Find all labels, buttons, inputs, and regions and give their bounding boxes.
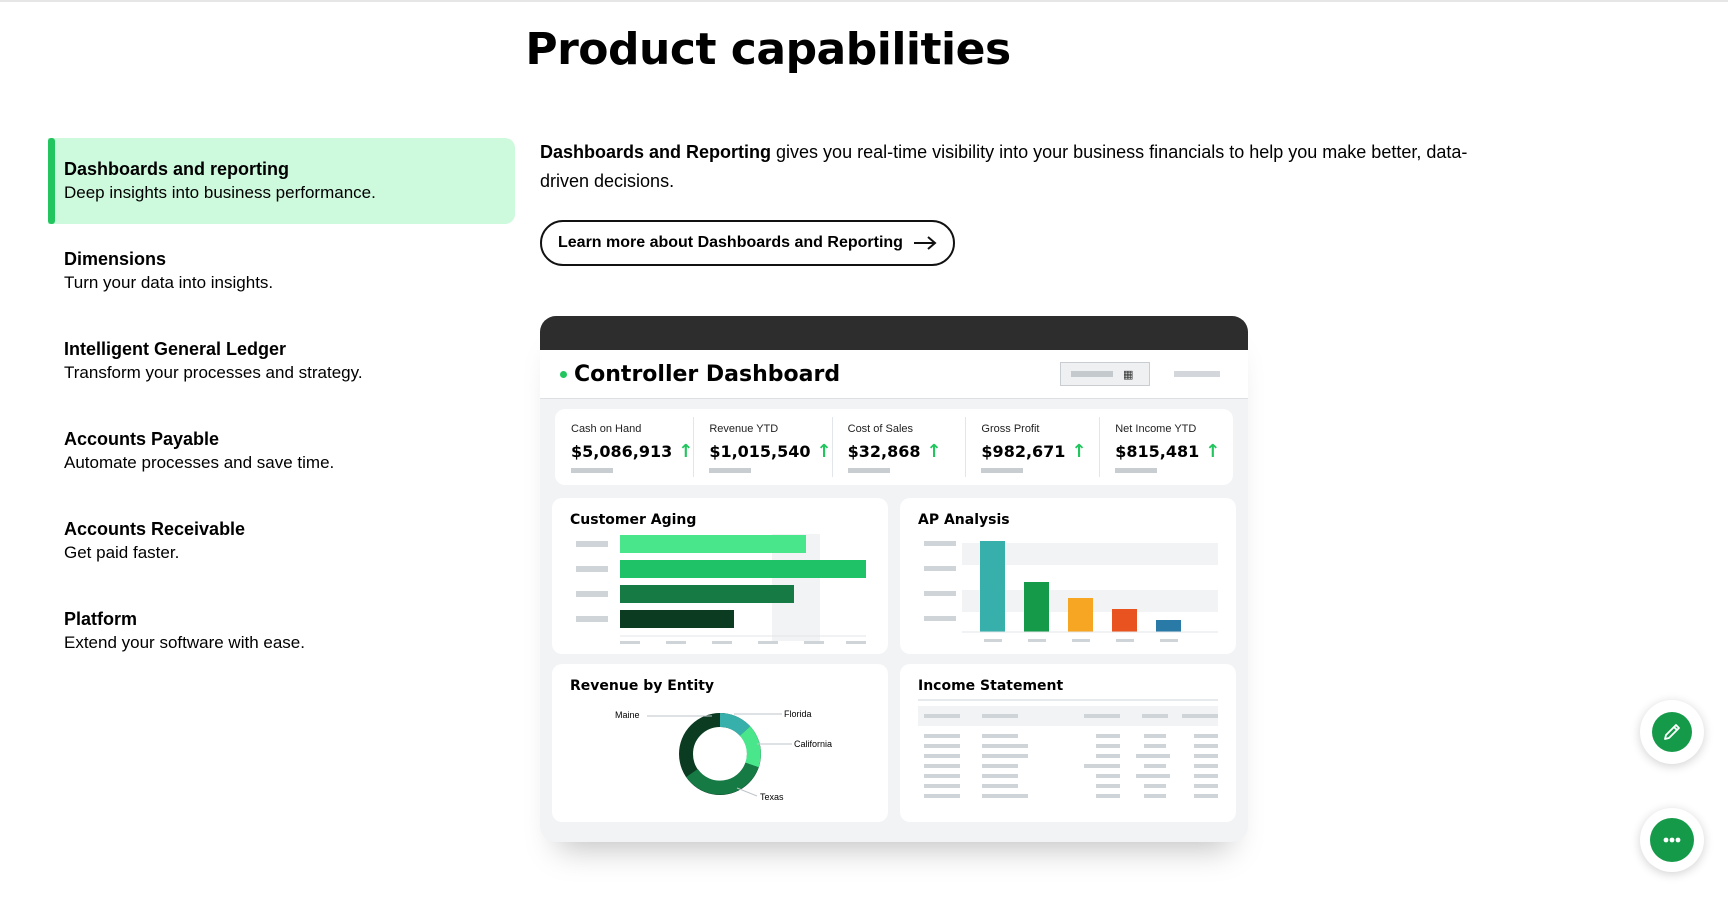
capability-desc: Extend your software with ease. [64, 633, 305, 652]
chat-fab-button[interactable] [1640, 808, 1704, 872]
kpi-row: Cash on Hand $5,086,913 ↑ Revenue YTD $1,… [555, 409, 1233, 485]
kpi-value: $32,868 [847, 442, 921, 461]
kpi-value: $1,015,540 [709, 442, 811, 461]
date-picker: ▦ [1060, 362, 1150, 386]
customer-aging-card: Customer Aging [552, 498, 888, 654]
kpi-value: $5,086,913 [571, 442, 673, 461]
page-title: Product capabilities [525, 24, 1011, 75]
kpi-label: Cost of Sales [847, 423, 914, 435]
chat-icon [1663, 837, 1681, 843]
arrow-up-icon: ↑ [816, 441, 832, 462]
kpi-placeholder [1115, 468, 1158, 473]
revenue-by-entity-card: Revenue by Entity Maine Florida Californ… [552, 664, 888, 822]
capability-title: Platform [64, 609, 138, 629]
capability-general-ledger[interactable]: Intelligent General Ledger Transform you… [48, 318, 515, 404]
pencil-icon [1664, 724, 1680, 740]
capability-title: Intelligent General Ledger [64, 339, 287, 359]
kpi-value: $982,671 [981, 442, 1066, 461]
kpi-placeholder [709, 468, 752, 473]
revenue-donut [647, 713, 792, 797]
ap-analysis-graphic [924, 541, 1218, 642]
learn-more-label: Learn more about Dashboards and Reportin… [558, 234, 903, 251]
kpi-revenue-ytd: Revenue YTD $1,015,540 ↑ [693, 409, 832, 485]
capability-description: Dashboards and Reporting gives you real-… [540, 138, 1500, 196]
arrow-up-icon: ↑ [678, 441, 694, 462]
edit-fab-button[interactable] [1640, 700, 1704, 764]
dashboard-illustration: Controller Dashboard ▦ Cash on Hand $5,0… [540, 316, 1248, 842]
learn-more-button[interactable]: Learn more about Dashboards and Reportin… [540, 220, 955, 266]
customer-aging-graphic [576, 534, 866, 644]
capability-title: Dashboards and reporting [64, 159, 290, 179]
capability-desc: Turn your data into insights. [64, 273, 274, 292]
date-placeholder [1071, 371, 1113, 377]
income-statement-table [918, 699, 1218, 798]
entity-label-texas: Texas [760, 792, 784, 802]
kpi-cash-on-hand: Cash on Hand $5,086,913 ↑ [555, 409, 693, 485]
capability-list: Dashboards and reporting Deep insights i… [48, 138, 515, 678]
kpi-placeholder [847, 468, 890, 473]
revenue-by-entity-title: Revenue by Entity [570, 678, 715, 694]
customer-aging-title: Customer Aging [570, 512, 697, 528]
capability-platform[interactable]: Platform Extend your software with ease. [48, 588, 515, 674]
dashboard-header: Controller Dashboard ▦ [540, 350, 1248, 399]
header-placeholder [1174, 371, 1220, 377]
capability-desc: Transform your processes and strategy. [64, 363, 363, 382]
ap-analysis-title: AP Analysis [918, 512, 1010, 528]
kpi-label: Revenue YTD [709, 423, 779, 435]
entity-label-maine: Maine [615, 710, 640, 720]
entity-label-california: California [794, 739, 833, 749]
kpi-net-income-ytd: Net Income YTD $815,481 ↑ [1099, 409, 1233, 485]
arrow-up-icon: ↑ [926, 441, 942, 462]
entity-label-florida: Florida [784, 709, 812, 719]
calendar-icon: ▦ [1123, 368, 1134, 381]
kpi-cost-of-sales: Cost of Sales $32,868 ↑ [831, 409, 966, 485]
income-statement-card: Income Statement [900, 664, 1236, 822]
arrow-up-icon: ↑ [1205, 441, 1221, 462]
kpi-gross-profit: Gross Profit $982,671 ↑ [965, 409, 1099, 485]
arrow-up-icon: ↑ [1071, 441, 1087, 462]
dashboard-title: Controller Dashboard [574, 361, 841, 387]
ap-analysis-card: AP Analysis [900, 498, 1236, 654]
capability-accounts-receivable[interactable]: Accounts Receivable Get paid faster. [48, 498, 515, 584]
kpi-label: Net Income YTD [1115, 423, 1197, 435]
capability-dashboards[interactable]: Dashboards and reporting Deep insights i… [48, 138, 515, 224]
capability-dimensions[interactable]: Dimensions Turn your data into insights. [48, 228, 515, 314]
capability-title: Accounts Receivable [64, 519, 246, 539]
kpi-placeholder [981, 468, 1024, 473]
kpi-label: Gross Profit [981, 423, 1040, 435]
arrow-right-icon [913, 236, 937, 250]
kpi-value: $815,481 [1115, 442, 1200, 461]
capability-desc: Get paid faster. [64, 543, 180, 562]
capability-desc: Automate processes and save time. [64, 453, 335, 472]
intro-text: gives you real-time visibility into your… [540, 142, 1468, 191]
capability-desc: Deep insights into business performance. [64, 183, 376, 202]
capability-accounts-payable[interactable]: Accounts Payable Automate processes and … [48, 408, 515, 494]
top-border [0, 0, 1728, 2]
capability-title: Accounts Payable [64, 429, 220, 449]
kpi-placeholder [571, 468, 613, 473]
dashboard-window-bar [540, 316, 1248, 350]
capability-title: Dimensions [64, 249, 167, 269]
intro-bold: Dashboards and Reporting [540, 142, 772, 162]
income-statement-title: Income Statement [918, 678, 1064, 694]
status-dot [560, 370, 567, 378]
kpi-label: Cash on Hand [571, 423, 642, 435]
